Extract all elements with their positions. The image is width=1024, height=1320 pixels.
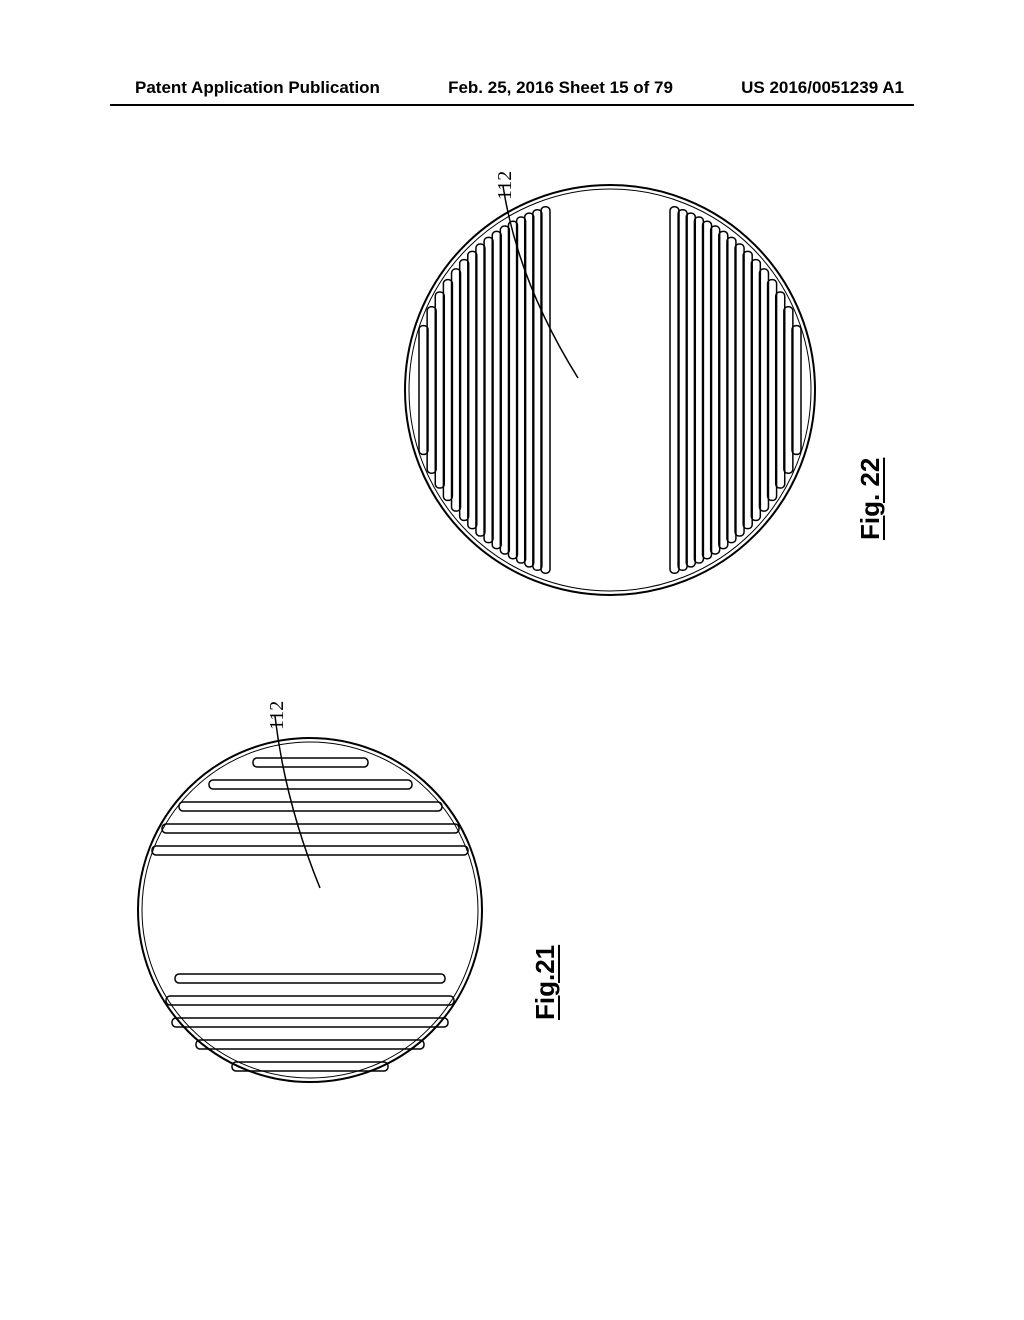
figure-22-ref-num: 112 [494,171,517,200]
figure-22-label: Fig. 22 [855,458,886,540]
